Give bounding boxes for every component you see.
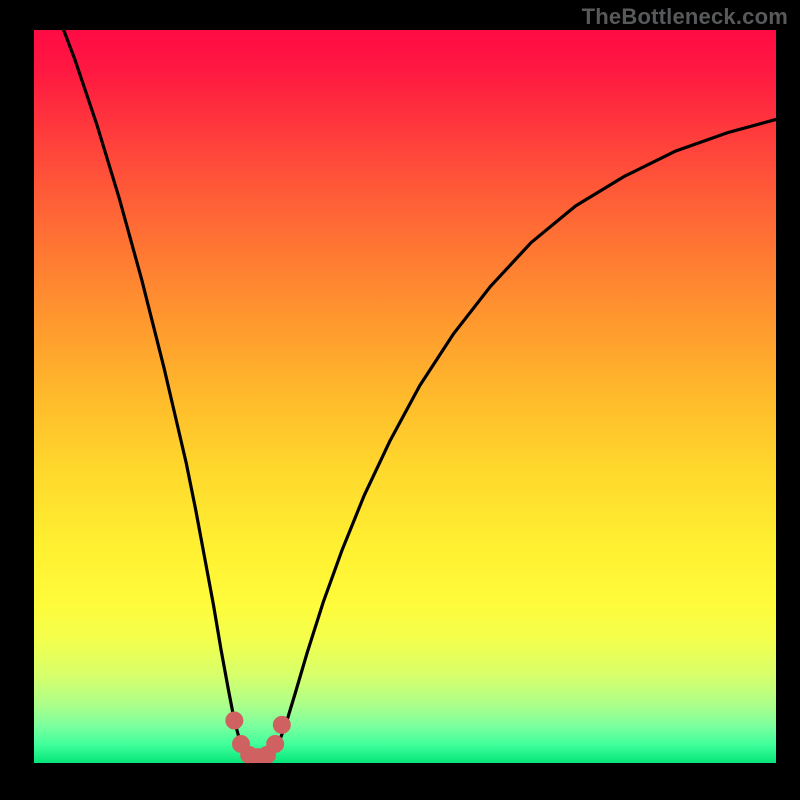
chart-container: TheBottleneck.com [0, 0, 800, 800]
gradient-background [34, 30, 776, 763]
marker-dot [267, 735, 284, 752]
bottleneck-chart [34, 30, 776, 763]
marker-dot [226, 712, 243, 729]
watermark-text: TheBottleneck.com [582, 4, 788, 30]
marker-dot [273, 716, 290, 733]
